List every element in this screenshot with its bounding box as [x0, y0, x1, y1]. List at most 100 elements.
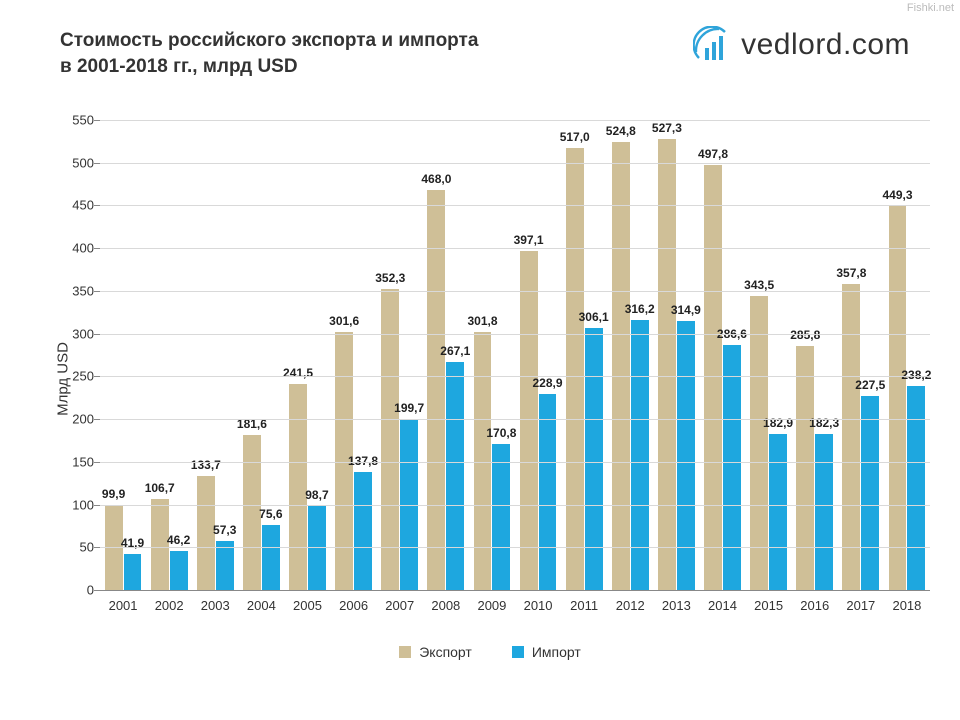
bar-label: 301,6 — [329, 314, 359, 328]
bar-label: 133,7 — [191, 458, 221, 472]
bar-import — [677, 321, 695, 590]
grid-line — [100, 505, 930, 506]
x-tick-label: 2013 — [662, 598, 691, 613]
plot-area: 99,941,9106,746,2133,757,3181,675,6241,5… — [100, 120, 930, 591]
watermark-text: Fishki.net — [907, 2, 954, 14]
globe-bars-icon — [693, 26, 731, 64]
grid-line — [100, 205, 930, 206]
bar-import — [585, 328, 603, 590]
bar-import — [170, 551, 188, 590]
chart-container: Млрд USD 99,941,9106,746,2133,757,3181,6… — [40, 120, 940, 660]
bar-label: 46,2 — [167, 533, 190, 547]
y-tick-label: 250 — [58, 369, 94, 384]
y-tick-label: 550 — [58, 113, 94, 128]
grid-line — [100, 547, 930, 548]
x-tick-label: 2008 — [431, 598, 460, 613]
y-tick-label: 300 — [58, 326, 94, 341]
bar-label: 397,1 — [514, 233, 544, 247]
bar-label: 57,3 — [213, 523, 236, 537]
y-tick-label: 50 — [58, 540, 94, 555]
bar-label: 497,8 — [698, 147, 728, 161]
x-tick-label: 2009 — [477, 598, 506, 613]
x-tick-label: 2014 — [708, 598, 737, 613]
bar-label: 98,7 — [305, 488, 328, 502]
bar-label: 106,7 — [145, 481, 175, 495]
bar-export — [520, 251, 538, 590]
y-tick-label: 200 — [58, 412, 94, 427]
bar-label: 199,7 — [394, 401, 424, 415]
bar-import — [124, 554, 142, 590]
y-tick-label: 150 — [58, 454, 94, 469]
y-tick-mark — [94, 547, 100, 548]
y-tick-label: 100 — [58, 497, 94, 512]
legend-item-import: Импорт — [512, 644, 581, 660]
legend-item-export: Экспорт — [399, 644, 472, 660]
bar-import — [539, 394, 557, 590]
bar-label: 468,0 — [421, 172, 451, 186]
bar-label: 99,9 — [102, 487, 125, 501]
bar-label: 306,1 — [579, 310, 609, 324]
bar-export — [889, 206, 907, 590]
x-tick-label: 2011 — [570, 598, 598, 613]
bar-label: 517,0 — [560, 130, 590, 144]
bar-label: 449,3 — [882, 188, 912, 202]
y-tick-label: 0 — [58, 583, 94, 598]
bar-export — [842, 284, 860, 590]
bar-import — [446, 362, 464, 590]
legend-swatch-import — [512, 646, 524, 658]
bar-label: 227,5 — [855, 378, 885, 392]
grid-line — [100, 376, 930, 377]
brand-logo: vedlord.com — [693, 26, 910, 64]
bar-label: 352,3 — [375, 271, 405, 285]
x-tick-label: 2004 — [247, 598, 276, 613]
y-tick-mark — [94, 376, 100, 377]
y-tick-label: 350 — [58, 283, 94, 298]
x-tick-label: 2016 — [800, 598, 829, 613]
bar-import — [861, 396, 879, 590]
x-tick-label: 2007 — [385, 598, 414, 613]
bar-label: 301,8 — [467, 314, 497, 328]
title-line1: Стоимость российского экспорта и импорта — [60, 30, 478, 51]
bars-layer: 99,941,9106,746,2133,757,3181,675,6241,5… — [100, 120, 930, 590]
legend-label-export: Экспорт — [419, 644, 472, 660]
x-tick-label: 2002 — [155, 598, 184, 613]
grid-line — [100, 334, 930, 335]
bar-export — [750, 296, 768, 590]
x-tick-label: 2015 — [754, 598, 783, 613]
bar-label: 75,6 — [259, 507, 282, 521]
x-tick-label: 2006 — [339, 598, 368, 613]
title-line2: в 2001-2018 гг., млрд USD — [60, 56, 298, 77]
bar-label: 228,9 — [532, 376, 562, 390]
bar-import — [907, 386, 925, 590]
bar-export — [427, 190, 445, 590]
bar-label: 182,9 — [763, 416, 793, 430]
y-tick-mark — [94, 334, 100, 335]
y-tick-mark — [94, 419, 100, 420]
bar-label: 241,5 — [283, 366, 313, 380]
grid-line — [100, 120, 930, 121]
bar-label: 170,8 — [486, 426, 516, 440]
bar-import — [723, 345, 741, 590]
y-tick-mark — [94, 163, 100, 164]
bar-label: 527,3 — [652, 121, 682, 135]
grid-line — [100, 248, 930, 249]
x-tick-label: 2003 — [201, 598, 230, 613]
legend-label-import: Импорт — [532, 644, 581, 660]
bar-label: 285,8 — [790, 328, 820, 342]
bar-import — [262, 525, 280, 590]
bar-export — [566, 148, 584, 590]
brand-text: vedlord.com — [741, 28, 910, 62]
page-root: Fishki.net Стоимость российского экспорт… — [0, 0, 960, 720]
x-tick-label: 2010 — [524, 598, 553, 613]
legend: Экспорт Импорт — [40, 644, 940, 660]
x-tick-label: 2001 — [109, 598, 138, 613]
grid-line — [100, 462, 930, 463]
legend-swatch-export — [399, 646, 411, 658]
bar-import — [216, 541, 234, 590]
y-tick-label: 500 — [58, 155, 94, 170]
bar-export — [658, 139, 676, 590]
bar-label: 316,2 — [625, 302, 655, 316]
bar-export — [612, 142, 630, 590]
x-tick-label: 2012 — [616, 598, 645, 613]
bar-import — [815, 434, 833, 590]
